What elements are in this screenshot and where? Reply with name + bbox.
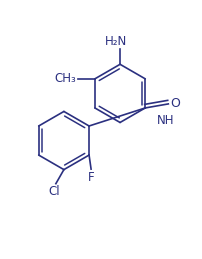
Text: H₂N: H₂N [105, 35, 127, 48]
Text: F: F [88, 171, 94, 184]
Text: NH: NH [157, 114, 175, 127]
Text: Cl: Cl [48, 185, 60, 198]
Text: O: O [171, 97, 181, 110]
Text: CH₃: CH₃ [55, 72, 76, 85]
